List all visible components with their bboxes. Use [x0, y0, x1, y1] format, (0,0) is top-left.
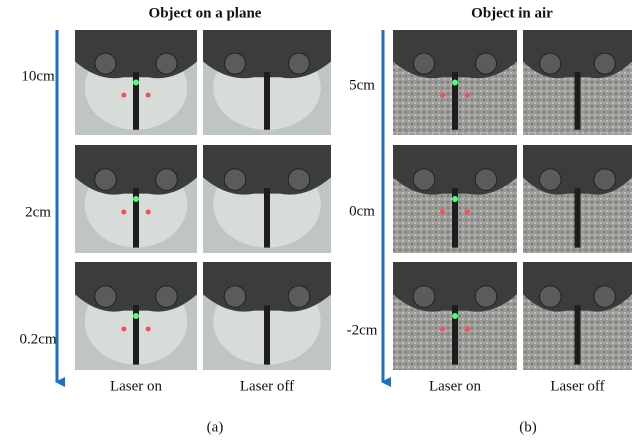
gripper [523, 145, 632, 195]
panel-title: Object in air [471, 5, 553, 21]
wheel [413, 169, 435, 191]
wheel [540, 53, 561, 74]
gripper [393, 145, 517, 195]
gripper [523, 30, 632, 78]
gripper [75, 30, 197, 78]
wheel [288, 169, 310, 191]
photo [203, 30, 331, 135]
caption: (b) [519, 419, 537, 435]
photo [203, 262, 331, 370]
wheel [95, 53, 116, 74]
caption: (a) [207, 419, 224, 435]
photo [393, 145, 517, 253]
green-led [133, 196, 139, 202]
column-label: Laser off [240, 378, 294, 394]
red-spot [146, 326, 151, 331]
figure: Object on a plane 10cm 2cm 0.2cm Laser on Las… [0, 0, 635, 441]
column-label: Laser off [550, 378, 604, 394]
wheel [224, 169, 246, 191]
green-led [452, 196, 458, 202]
gripper [523, 262, 632, 312]
photo [75, 145, 197, 253]
red-spot [440, 209, 445, 214]
wheel [594, 169, 616, 191]
red-spot [465, 209, 470, 214]
gripper [75, 262, 197, 312]
row-label: 2cm [25, 204, 51, 220]
gripper [203, 30, 331, 78]
red-spot [465, 93, 470, 98]
gripper [203, 262, 331, 312]
wheel [289, 53, 310, 74]
wheel [539, 286, 561, 308]
rod [264, 72, 270, 130]
wheel [95, 169, 117, 191]
photo [75, 262, 197, 370]
row-label: -2cm [347, 322, 378, 338]
wheel [594, 286, 616, 308]
red-spot [121, 209, 126, 214]
rod [575, 188, 581, 247]
wheel [156, 53, 177, 74]
wheel [95, 286, 117, 308]
photo [393, 262, 517, 370]
red-spot [146, 93, 151, 98]
wheel [413, 286, 435, 308]
photo [523, 145, 632, 253]
photo [75, 30, 197, 135]
wheel [288, 286, 310, 308]
photo [523, 30, 632, 135]
wheel [475, 169, 497, 191]
red-spot [121, 93, 126, 98]
green-led [133, 80, 139, 86]
green-led [133, 313, 139, 319]
gripper [75, 145, 197, 195]
wheel [476, 53, 497, 74]
panel-title: Object on a plane [149, 5, 262, 21]
wheel [594, 53, 615, 74]
photo [393, 30, 517, 135]
row-label: 5cm [349, 77, 375, 93]
wheel [539, 169, 561, 191]
wheel [225, 53, 246, 74]
red-spot [465, 326, 470, 331]
wheel [156, 169, 178, 191]
photo [203, 145, 331, 253]
wheel [414, 53, 435, 74]
rod [575, 72, 581, 130]
rod [575, 305, 581, 364]
wheel [156, 286, 178, 308]
column-label: Laser on [110, 378, 163, 394]
red-spot [440, 93, 445, 98]
green-led [452, 313, 458, 319]
column-label: Laser on [429, 378, 482, 394]
gripper [203, 145, 331, 195]
green-led [452, 80, 458, 86]
red-spot [146, 209, 151, 214]
row-label: 10cm [21, 68, 55, 84]
wheel [224, 286, 246, 308]
row-label: 0.2cm [19, 331, 56, 347]
rod [264, 188, 270, 247]
rod [264, 305, 270, 364]
gripper [393, 30, 517, 78]
red-spot [121, 326, 126, 331]
wheel [475, 286, 497, 308]
row-label: 0cm [349, 203, 375, 219]
gripper [393, 262, 517, 312]
red-spot [440, 326, 445, 331]
photo [523, 262, 632, 370]
